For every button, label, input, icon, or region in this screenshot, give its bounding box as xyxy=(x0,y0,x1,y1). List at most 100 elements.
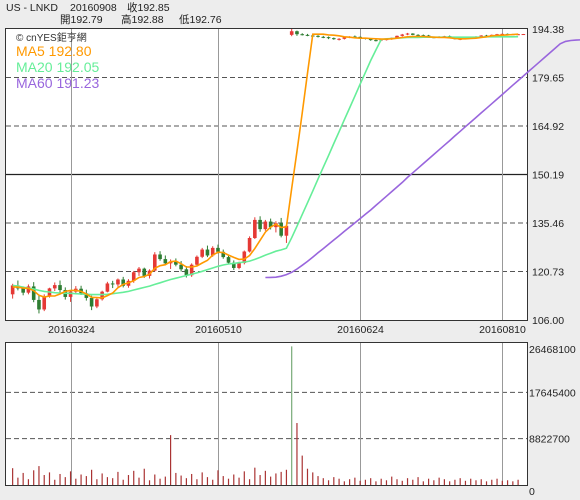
candle xyxy=(337,38,341,41)
candle-body xyxy=(326,37,331,39)
candle-body xyxy=(26,286,31,293)
price-y-tick-label: 194.38 xyxy=(532,24,564,36)
candle xyxy=(258,216,262,232)
candle xyxy=(163,255,168,266)
high-label: 高192.88 xyxy=(121,13,164,26)
candle-body xyxy=(416,34,420,36)
volume-bars xyxy=(12,346,519,485)
candle xyxy=(332,37,336,40)
candle-body xyxy=(189,264,194,276)
candle-body xyxy=(358,36,362,38)
price-x-ticks: 20160324 20160510 20160624 20160810 xyxy=(48,324,526,336)
price-y-tick-label: 150.19 xyxy=(532,170,564,182)
candle-body xyxy=(279,223,283,236)
candle-body xyxy=(374,40,378,42)
candle-body xyxy=(305,34,310,36)
candle-body xyxy=(137,268,141,273)
candle xyxy=(247,236,252,253)
candle-body xyxy=(274,223,278,228)
candle xyxy=(105,281,110,293)
candle-body xyxy=(100,291,104,300)
candle xyxy=(100,290,104,301)
candle-body xyxy=(253,219,257,239)
candle xyxy=(158,251,162,261)
candle-body xyxy=(131,272,136,281)
candle xyxy=(326,36,331,40)
candle-body xyxy=(521,34,526,36)
candle-body xyxy=(400,34,405,36)
candle xyxy=(137,266,141,276)
candle-body xyxy=(95,299,99,307)
candle-body xyxy=(84,293,89,298)
candle-body xyxy=(479,35,484,37)
price-x-tick-label: 20160810 xyxy=(479,324,526,336)
candle-body xyxy=(368,38,373,41)
price-y-tick-label: 135.46 xyxy=(532,218,564,230)
price-y-tick-label: 164.92 xyxy=(532,121,564,133)
candle xyxy=(305,33,310,37)
candle-body xyxy=(163,259,168,264)
candle-body xyxy=(337,38,341,40)
candle-body xyxy=(179,264,183,270)
candle xyxy=(253,217,257,240)
candle xyxy=(110,280,115,289)
candle-body xyxy=(110,283,115,285)
candle-body xyxy=(284,225,289,236)
candle-body xyxy=(258,219,262,230)
ma5-line xyxy=(12,33,519,299)
candle-body xyxy=(300,34,305,36)
candle-body xyxy=(21,288,25,293)
candle xyxy=(37,295,41,314)
candle xyxy=(321,35,326,39)
legend-ma5: MA5 192.80 xyxy=(16,43,92,59)
candle-body xyxy=(421,35,426,37)
candle xyxy=(300,33,305,36)
volume-y-tick-label: 17645400 xyxy=(529,387,576,399)
candle-body xyxy=(37,299,41,310)
candle xyxy=(10,283,15,299)
price-y-tick-label: 179.65 xyxy=(532,73,564,85)
candle-body xyxy=(68,291,73,297)
candle-body xyxy=(216,247,220,252)
volume-vertical-grid xyxy=(71,343,503,485)
candle-body xyxy=(142,268,147,276)
candle-body xyxy=(221,251,226,258)
candle xyxy=(284,224,289,243)
price-x-tick-label: 20160324 xyxy=(48,324,95,336)
candle xyxy=(374,39,378,42)
price-y-tick-label: 106.00 xyxy=(532,315,564,327)
candle-body xyxy=(268,221,273,228)
candle-body xyxy=(332,38,336,40)
source-watermark: © cnYES鉅亨網 xyxy=(16,31,87,44)
candle xyxy=(416,34,420,36)
candle xyxy=(274,221,278,233)
candle xyxy=(26,284,31,295)
candle xyxy=(521,33,526,36)
candle xyxy=(410,33,415,36)
candle xyxy=(226,255,231,265)
candle-body xyxy=(158,254,162,260)
candle xyxy=(31,282,36,303)
candle-body xyxy=(31,286,36,300)
candle xyxy=(84,289,89,301)
date-label: 20160908 xyxy=(70,2,117,14)
candle-body xyxy=(210,247,215,256)
candle-body xyxy=(121,279,126,286)
candle-body xyxy=(410,33,415,35)
legend-ma60: MA60 191.23 xyxy=(16,75,99,91)
candle-body xyxy=(316,35,320,37)
volume-y-tick-label: 26468100 xyxy=(529,344,576,356)
candle-body xyxy=(395,35,399,38)
legend-ma20: MA20 192.05 xyxy=(16,59,99,75)
candle xyxy=(52,282,57,292)
candle-body xyxy=(105,283,110,292)
candle xyxy=(58,280,62,294)
candle-body xyxy=(247,238,252,252)
volume-y-tick-label: 0 xyxy=(529,486,535,498)
candle xyxy=(116,278,120,287)
candle-body xyxy=(289,31,294,35)
volume-panel xyxy=(5,342,528,486)
candle xyxy=(405,32,410,36)
candle xyxy=(200,247,204,259)
